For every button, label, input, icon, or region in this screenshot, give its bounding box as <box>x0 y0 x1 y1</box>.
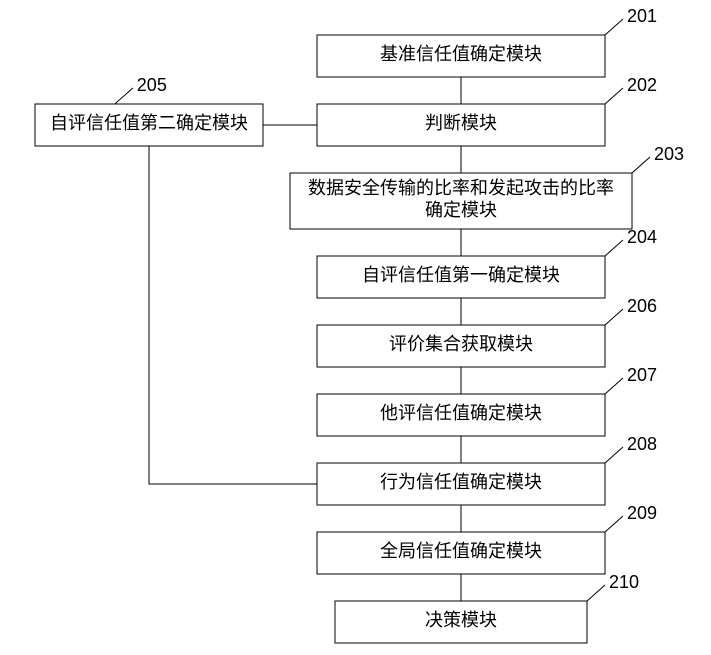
node-n208-ref-leader <box>605 447 623 463</box>
node-n205-ref-leader <box>115 88 133 104</box>
node-n204-ref-leader <box>605 240 623 256</box>
node-n209-label-line-0: 全局信任值确定模块 <box>380 541 542 561</box>
node-n206: 评价集合获取模块 206 <box>317 296 657 367</box>
node-n204-label-line-0: 自评信任值第一确定模块 <box>362 265 560 285</box>
node-n201-label-line-0: 基准信任值确定模块 <box>380 44 542 64</box>
node-n210-ref: 210 <box>609 572 639 592</box>
node-n206-ref: 206 <box>627 296 657 316</box>
node-n206-ref-leader <box>605 309 623 325</box>
node-n204-ref: 204 <box>627 227 657 247</box>
node-n203-label-line-1: 确定模块 <box>425 200 497 220</box>
node-n207-ref-leader <box>605 378 623 394</box>
node-n206-label-line-0: 评价集合获取模块 <box>389 334 533 354</box>
nodes-layer: 基准信任值确定模块 201 判断模块 202 数据安全传输的比率和发起攻击的比率确定模块… <box>35 6 684 643</box>
node-n205-label-line-0: 自评信任值第二确定模块 <box>50 113 248 133</box>
node-n210-ref-leader <box>587 585 605 601</box>
node-n210-label-line-0: 决策模块 <box>425 610 497 630</box>
node-n208-ref: 208 <box>627 434 657 454</box>
node-n202-label-line-0: 判断模块 <box>425 113 497 133</box>
node-n201-ref-leader <box>605 19 623 35</box>
node-n205-ref: 205 <box>137 75 167 95</box>
node-n207-ref: 207 <box>627 365 657 385</box>
node-n208: 行为信任值确定模块 208 <box>317 434 657 505</box>
node-n207: 他评信任值确定模块 207 <box>317 365 657 436</box>
node-n201: 基准信任值确定模块 201 <box>317 6 657 77</box>
node-n202-ref-leader <box>605 88 623 104</box>
node-n209-ref-leader <box>605 516 623 532</box>
node-n204: 自评信任值第一确定模块 204 <box>317 227 657 298</box>
node-n209-ref: 209 <box>627 503 657 523</box>
node-n203: 数据安全传输的比率和发起攻击的比率确定模块 203 <box>290 144 684 229</box>
node-n207-label-line-0: 他评信任值确定模块 <box>380 403 542 423</box>
node-n203-ref-leader <box>632 157 650 173</box>
node-n209: 全局信任值确定模块 209 <box>317 503 657 574</box>
node-n205: 自评信任值第二确定模块 205 <box>35 75 263 146</box>
node-n210: 决策模块 210 <box>335 572 639 643</box>
flowchart-canvas: 基准信任值确定模块 201 判断模块 202 数据安全传输的比率和发起攻击的比率确定模块… <box>0 0 711 655</box>
node-n202: 判断模块 202 <box>317 75 657 146</box>
node-n203-label-line-0: 数据安全传输的比率和发起攻击的比率 <box>308 178 614 198</box>
node-n208-label-line-0: 行为信任值确定模块 <box>380 472 542 492</box>
node-n203-ref: 203 <box>654 144 684 164</box>
node-n202-ref: 202 <box>627 75 657 95</box>
node-n201-ref: 201 <box>627 6 657 26</box>
